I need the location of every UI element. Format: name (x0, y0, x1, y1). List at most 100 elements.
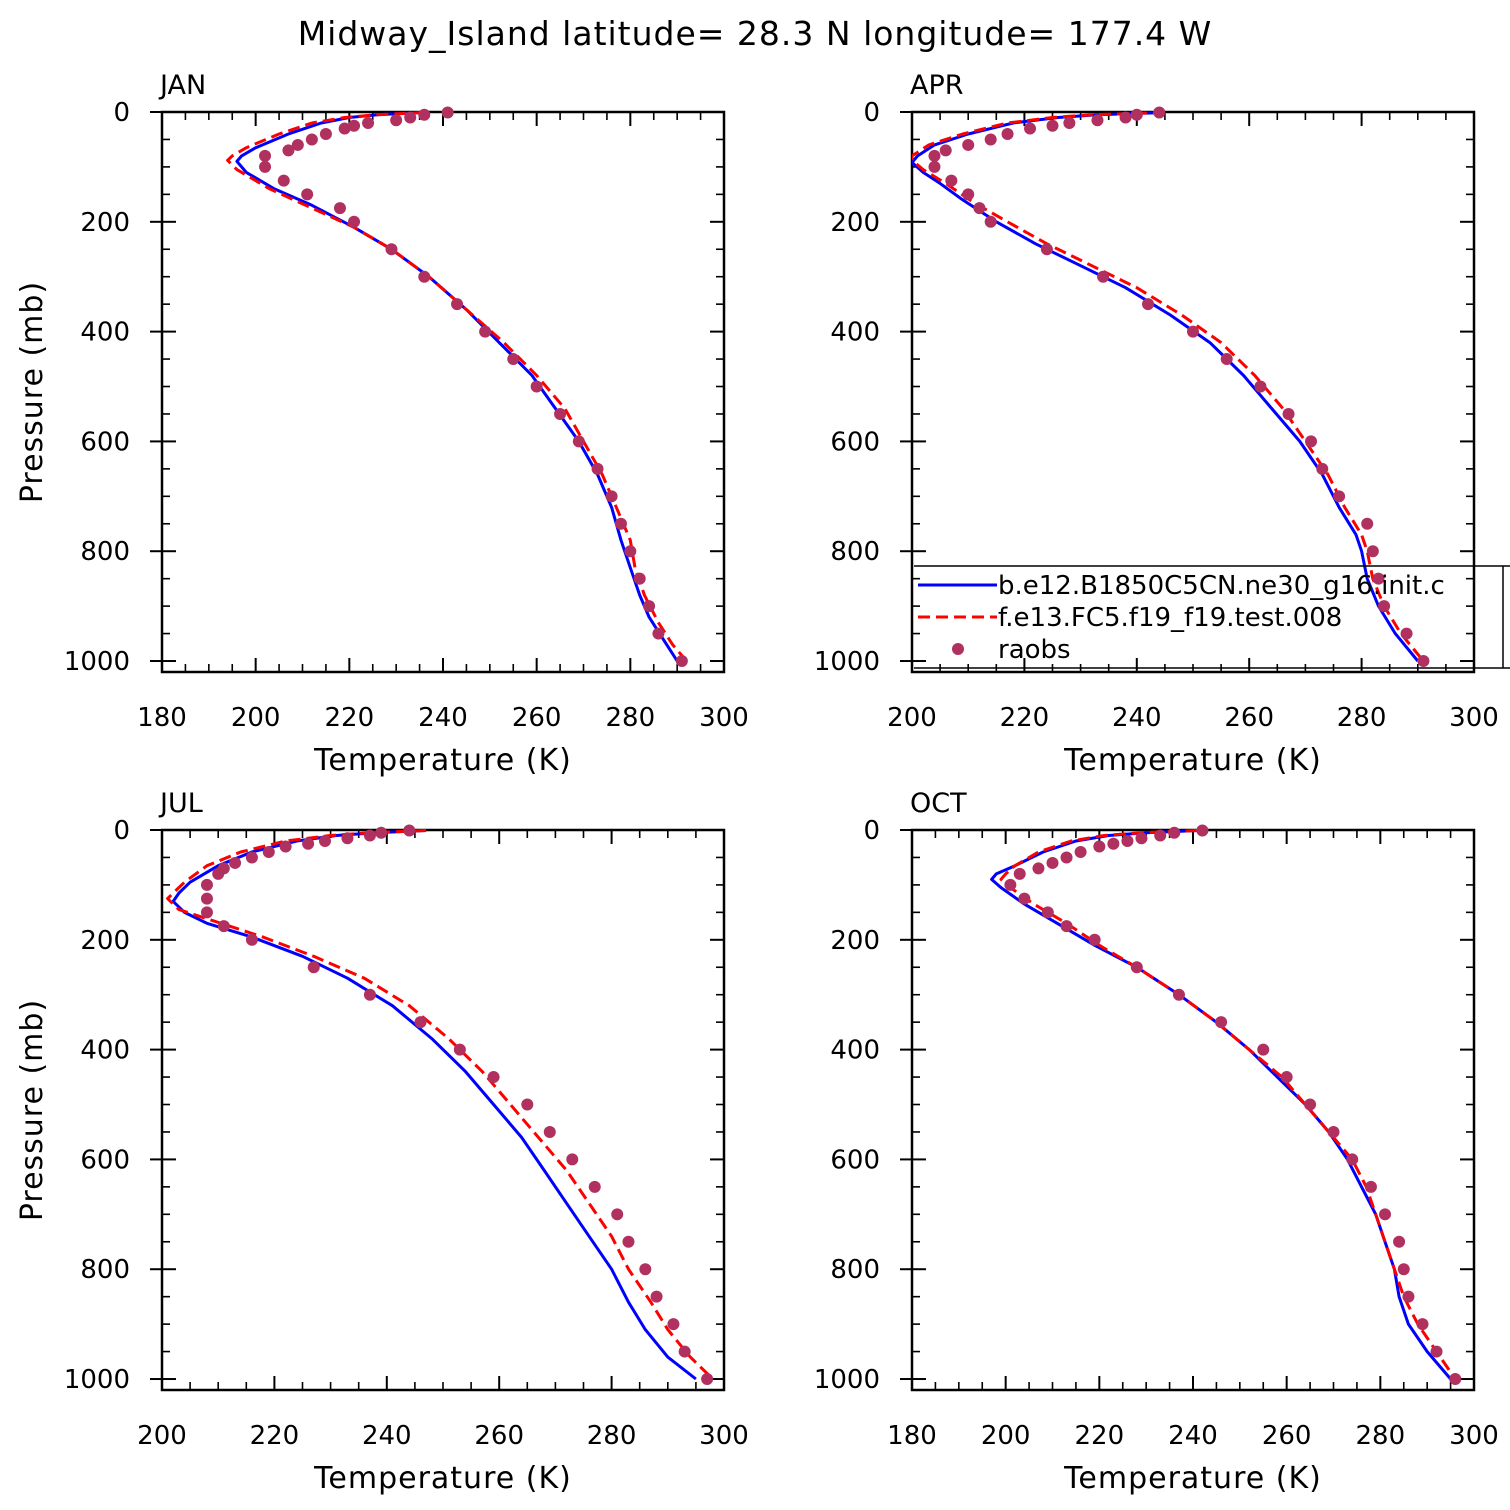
y-tick-label: 800 (80, 537, 130, 567)
y-tick-label: 800 (830, 537, 880, 567)
raobs-point (403, 824, 416, 837)
raobs-point (1305, 435, 1318, 448)
raobs-point (1060, 920, 1073, 933)
x-tick-label: 220 (325, 703, 375, 733)
raobs-point (1361, 517, 1374, 530)
x-tick-label: 240 (418, 703, 468, 733)
x-tick-label: 220 (1000, 703, 1050, 733)
raobs-point (1130, 961, 1143, 974)
raobs-point (338, 122, 351, 135)
raobs-point (1041, 906, 1054, 919)
raobs-point (1040, 243, 1053, 256)
raobs-point (945, 174, 958, 187)
plot-frame (160, 828, 726, 1392)
raobs-point (1316, 462, 1329, 475)
x-tick-label: 180 (137, 703, 187, 733)
raobs-point (1172, 988, 1185, 1001)
raobs-point (1372, 572, 1385, 585)
raobs-point (701, 1373, 714, 1386)
raobs-point (318, 834, 331, 847)
raobs-point (1187, 325, 1199, 338)
x-tick-label: 280 (587, 1421, 637, 1451)
raobs-point (1063, 116, 1076, 129)
raobs-point (1449, 1373, 1462, 1386)
raobs-point (441, 106, 454, 119)
raobs-point (404, 111, 417, 124)
x-tick-label: 260 (474, 1421, 524, 1451)
y-tick-label: 0 (113, 98, 130, 128)
raobs-point (291, 138, 304, 151)
raobs-point (1121, 834, 1134, 847)
panel-jul: JUL 200 220 240 260 280 300 0 200 400 600 800 1000 Te… (15, 788, 749, 1496)
x-tick-label: 260 (1224, 703, 1274, 733)
legend-label: raobs (998, 635, 1071, 665)
model-f-line (166, 829, 714, 1381)
model-b-line (171, 829, 697, 1381)
y-axis-label: Pressure (mb) (15, 999, 50, 1221)
raobs-point (939, 144, 952, 157)
raobs-point (543, 1125, 556, 1138)
raobs-point (217, 920, 230, 933)
raobs-point (362, 116, 375, 129)
raobs-series (200, 824, 714, 1386)
raobs-point (962, 188, 975, 201)
raobs-point (614, 517, 627, 530)
raobs-point (1107, 837, 1120, 850)
raobs-point (622, 1235, 635, 1248)
x-tick-label: 300 (1449, 703, 1499, 733)
raobs-point (1154, 829, 1167, 842)
panel-apr: APR 200 220 240 260 280 300 0 200 400 600 800 1000 Te… (814, 70, 1499, 778)
raobs-point (262, 845, 275, 858)
raobs-point (279, 840, 292, 853)
legend-item-dot: raobs (952, 635, 1071, 665)
plot-frame (910, 828, 1476, 1392)
legend-item-dashed: f.e13.FC5.f19_f19.test.008 (918, 603, 1342, 633)
raobs-point (1364, 1180, 1377, 1193)
y-tick-label: 200 (830, 208, 880, 238)
raobs-point (1333, 490, 1346, 503)
y-tick-label: 200 (80, 926, 130, 956)
raobs-series (928, 106, 1430, 668)
raobs-point (566, 1153, 579, 1166)
raobs-point (639, 1263, 652, 1276)
y-tick-label: 800 (830, 1255, 880, 1285)
raobs-point (633, 572, 646, 585)
raobs-point (588, 1180, 601, 1193)
raobs-point (418, 108, 431, 121)
raobs-point (667, 1318, 680, 1331)
raobs-point (245, 851, 258, 864)
raobs-point (1119, 111, 1132, 124)
raobs-point (301, 188, 314, 201)
raobs-point (302, 837, 315, 850)
raobs-point (1346, 1153, 1359, 1166)
panel-label: JAN (158, 70, 206, 101)
raobs-point (1168, 826, 1181, 839)
model-b-line (990, 829, 1452, 1380)
raobs-point (479, 325, 492, 338)
raobs-point (1074, 845, 1087, 858)
x-tick-label: 200 (231, 703, 281, 733)
panel-oct: OCT 180 200 220 240 260 280 300 0 200 400 600 800 100… (814, 788, 1499, 1496)
raobs-point (652, 627, 665, 640)
raobs-point (984, 133, 997, 146)
raobs-point (282, 144, 295, 157)
raobs-point (1024, 122, 1037, 135)
y-tick-label: 400 (830, 1036, 880, 1066)
raobs-point (1001, 127, 1014, 140)
raobs-point (928, 160, 941, 173)
raobs-point (451, 298, 464, 311)
x-tick-label: 260 (512, 703, 562, 733)
raobs-point (1417, 655, 1430, 668)
x-tick-label: 220 (1075, 1421, 1125, 1451)
raobs-point (1142, 298, 1155, 311)
model-f-line (226, 111, 688, 662)
raobs-point (1220, 353, 1233, 366)
y-tick-label: 1000 (814, 647, 880, 677)
y-tick-label: 1000 (64, 647, 130, 677)
raobs-point (333, 202, 346, 215)
y-tick-label: 600 (830, 427, 880, 457)
x-tick-label: 240 (1168, 1421, 1218, 1451)
figure-title: Midway_Island latitude= 28.3 N longitude… (298, 14, 1213, 53)
raobs-point (1280, 1071, 1293, 1084)
raobs-point (962, 138, 975, 151)
